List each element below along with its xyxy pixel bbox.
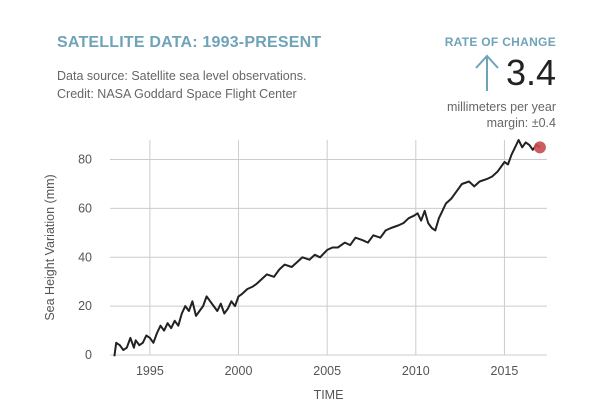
y-axis-label: Sea Height Variation (mm) <box>43 174 57 320</box>
y-tick-label: 20 <box>78 299 92 313</box>
latest-data-marker[interactable] <box>533 141 546 154</box>
x-tick-label: 2015 <box>491 364 519 378</box>
sea-level-chart: 0 20 40 60 80 1995 2000 2005 2010 2015 TIME Sea … <box>43 139 547 402</box>
x-tick-label: 2000 <box>225 364 253 378</box>
x-axis-ticks: 1995 2000 2005 2010 2015 <box>136 364 518 378</box>
x-tick-label: 2005 <box>313 364 341 378</box>
x-tick-label: 2010 <box>402 364 430 378</box>
rate-of-change-value-row: 3.4 <box>474 54 556 92</box>
y-tick-label: 80 <box>78 153 92 167</box>
rate-margin: margin: ±0.4 <box>486 116 556 130</box>
x-axis-label: TIME <box>314 388 344 402</box>
rate-unit: millimeters per year <box>446 100 556 114</box>
rate-value: 3.4 <box>505 52 556 93</box>
y-tick-label: 40 <box>78 250 92 264</box>
chart-title: SATELLITE DATA: 1993-PRESENT <box>57 34 322 51</box>
x-tick-label: 1995 <box>136 364 164 378</box>
arrow-up-icon <box>475 54 499 91</box>
y-tick-label: 60 <box>78 201 92 215</box>
y-axis-ticks: 0 20 40 60 80 <box>78 153 92 362</box>
y-tick-label: 0 <box>85 348 92 362</box>
data-source-text: Data source: Satellite sea level observa… <box>57 69 307 83</box>
sea-level-series-line <box>113 139 541 357</box>
grid <box>110 140 547 356</box>
credit-text: Credit: NASA Goddard Space Flight Center <box>57 87 297 101</box>
rate-of-change-label: RATE OF CHANGE <box>444 35 556 49</box>
source-credit: Data source: Satellite sea level observa… <box>57 67 306 103</box>
